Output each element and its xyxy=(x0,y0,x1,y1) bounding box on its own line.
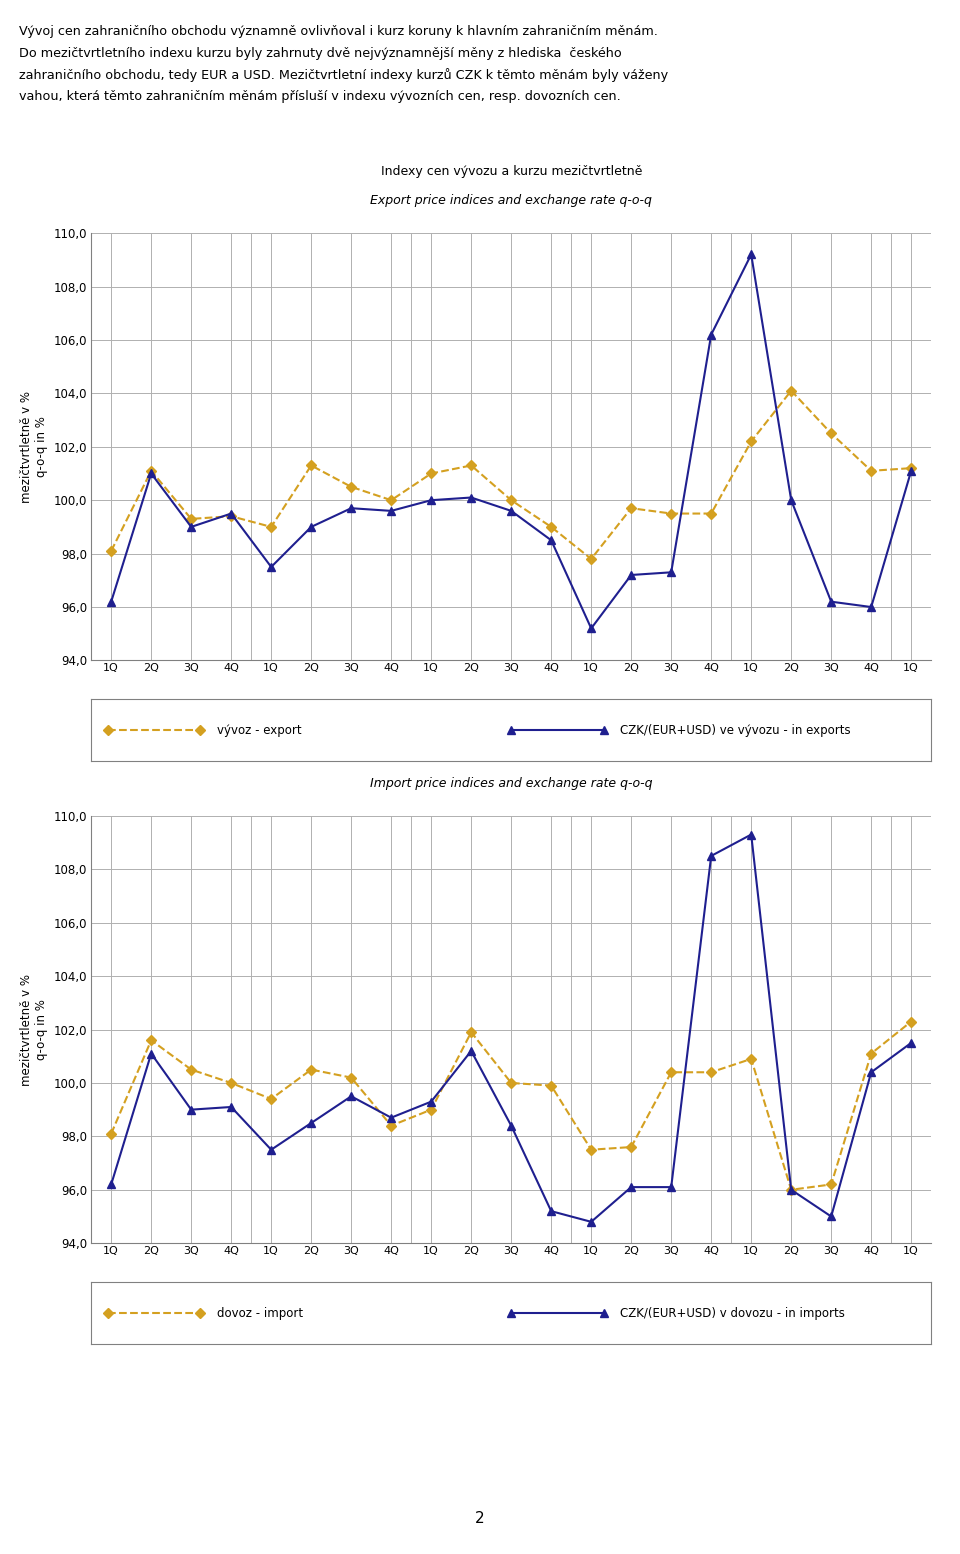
Text: Import price indices and exchange rate q-o-q: Import price indices and exchange rate q… xyxy=(370,777,653,789)
Text: CZK/(EUR+USD) v dovozu - in imports: CZK/(EUR+USD) v dovozu - in imports xyxy=(620,1307,845,1319)
Text: 2005: 2005 xyxy=(156,704,186,716)
Text: Indexy cen dovozu a kurzu mezičtvrtletně: Indexy cen dovozu a kurzu mezičtvrtletně xyxy=(380,747,642,760)
Text: Export price indices and exchange rate q-o-q: Export price indices and exchange rate q… xyxy=(371,194,652,208)
Y-axis label: mezičtvrtletně v %
q-o-q in %: mezičtvrtletně v % q-o-q in % xyxy=(20,390,48,503)
Text: dovoz - import: dovoz - import xyxy=(217,1307,303,1319)
Text: Indexy cen vývozu a kurzu mezičtvrtletně: Indexy cen vývozu a kurzu mezičtvrtletně xyxy=(380,165,642,177)
Text: CZK/(EUR+USD) ve vývozu - in exports: CZK/(EUR+USD) ve vývozu - in exports xyxy=(620,724,851,737)
Text: vahou, která těmto zahraničním měnám přísluší v indexu vývozních cen, resp. dovo: vahou, která těmto zahraničním měnám pří… xyxy=(19,90,621,103)
Y-axis label: mezičtvrtletně v %
q-o-q in %: mezičtvrtletně v % q-o-q in % xyxy=(20,973,48,1086)
Text: Vývoj cen zahraničního obchodu významně ovlivňoval i kurz koruny k hlavním zahra: Vývoj cen zahraničního obchodu významně … xyxy=(19,25,658,37)
Text: 2005: 2005 xyxy=(156,1285,186,1299)
Text: 2006: 2006 xyxy=(317,1285,346,1299)
Text: 2010: 2010 xyxy=(897,1285,926,1299)
Text: 2006: 2006 xyxy=(317,704,346,716)
Text: 2008: 2008 xyxy=(636,1285,666,1299)
Text: 2009: 2009 xyxy=(797,704,826,716)
Text: čtvrtletí - quarter: čtvrtletí - quarter xyxy=(458,1310,564,1322)
Text: zahraničního obchodu, tedy EUR a USD. Mezičtvrtletní indexy kurzů CZK k těmto mě: zahraničního obchodu, tedy EUR a USD. Me… xyxy=(19,68,668,82)
Text: 2007: 2007 xyxy=(476,704,506,716)
Text: 2007: 2007 xyxy=(476,1285,506,1299)
Text: Do mezičtvrtletního indexu kurzu byly zahrnuty dvě nejvýznamnější měny z hledisk: Do mezičtvrtletního indexu kurzu byly za… xyxy=(19,47,622,59)
Text: čtvrtletí - quarter: čtvrtletí - quarter xyxy=(458,727,564,740)
Text: vývoz - export: vývoz - export xyxy=(217,724,301,737)
Text: 2010: 2010 xyxy=(897,704,926,716)
Text: 2008: 2008 xyxy=(636,704,666,716)
Text: 2: 2 xyxy=(475,1510,485,1526)
Text: 2009: 2009 xyxy=(797,1285,826,1299)
